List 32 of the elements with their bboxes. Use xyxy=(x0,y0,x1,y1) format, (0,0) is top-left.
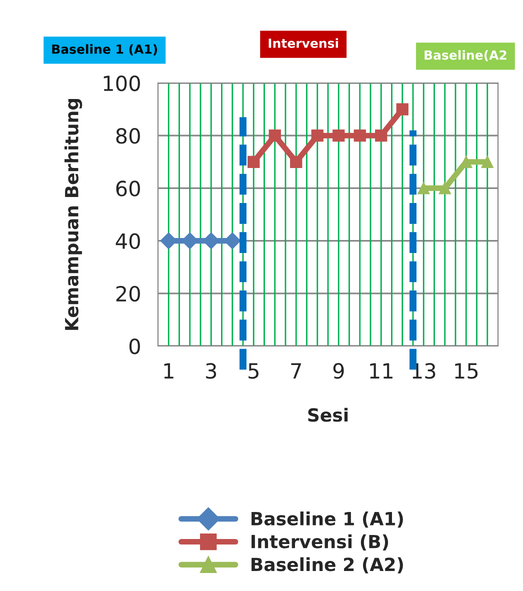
y-tick-label: 40 xyxy=(116,233,140,250)
x-tick-label: 11 xyxy=(370,363,392,378)
y-axis-title: Kemampuan Berhitung xyxy=(64,98,82,330)
text: Intervensi xyxy=(268,38,338,48)
x-tick-label: 3 xyxy=(206,363,216,379)
y-tick-label: 20 xyxy=(116,286,140,302)
point xyxy=(332,130,345,142)
legend-label: Baseline 2 (A2) xyxy=(252,557,403,574)
x-tick-label: 5 xyxy=(248,363,258,379)
point xyxy=(396,103,408,116)
y-tick-label: 60 xyxy=(116,180,140,196)
y-tick-label: 100 xyxy=(104,75,140,92)
x-tick-label: 15 xyxy=(455,363,478,379)
point xyxy=(375,130,388,142)
legend-label: Intervensi (B) xyxy=(252,534,388,550)
x-tick-label: 1 xyxy=(164,363,174,378)
text: Baseline 1 (A1) xyxy=(52,44,158,56)
point xyxy=(481,156,494,168)
legend-label: Baseline 1 (A1) xyxy=(252,511,403,528)
text: Baseline(A2 xyxy=(424,50,506,62)
y-tick-label: 80 xyxy=(116,128,140,144)
point xyxy=(438,182,451,194)
point xyxy=(248,156,260,168)
x-axis-title: Sesi xyxy=(308,408,348,422)
point xyxy=(418,182,430,194)
point xyxy=(290,156,302,168)
point xyxy=(354,130,366,142)
point xyxy=(311,130,324,142)
point xyxy=(268,130,281,142)
x-tick-label: 9 xyxy=(333,363,344,379)
x-tick-label: 7 xyxy=(291,363,301,378)
y-tick-label: 0 xyxy=(129,338,140,354)
